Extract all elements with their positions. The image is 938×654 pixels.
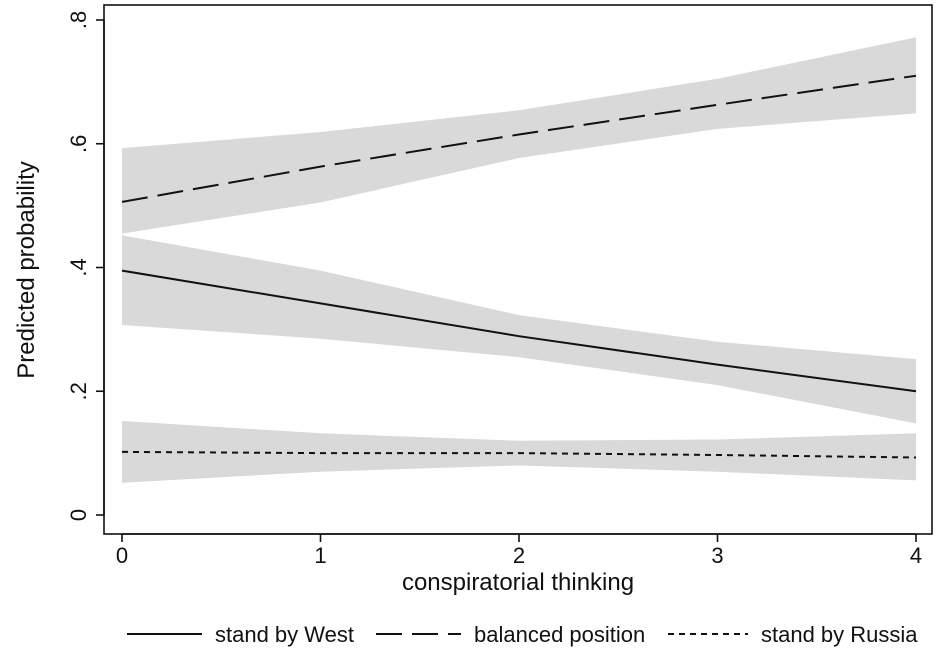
legend-item-0: stand by West xyxy=(127,622,354,647)
series-line-0 xyxy=(121,269,917,393)
x-tick-label: 1 xyxy=(314,543,326,568)
y-tick-label: .2 xyxy=(66,382,91,400)
x-tick-label: 4 xyxy=(910,543,922,568)
confidence-bands xyxy=(122,37,916,483)
confidence-band-0 xyxy=(122,235,916,424)
x-tick-label: 3 xyxy=(711,543,723,568)
legend-item-1: balanced position xyxy=(376,622,645,647)
y-tick-label: 0 xyxy=(66,509,91,521)
legend-label-1: balanced position xyxy=(474,622,645,647)
series-line-2 xyxy=(121,450,917,459)
y-tick-label: .4 xyxy=(66,258,91,276)
axes: 0 .2 .4 .6 .8 0 1 2 3 4 xyxy=(66,11,922,568)
series-line-1 xyxy=(121,74,917,203)
legend: stand by West balanced position stand by R… xyxy=(127,622,918,647)
y-axis-title: Predicted probability xyxy=(13,161,40,378)
legend-item-2: stand by Russia xyxy=(668,622,918,647)
confidence-band-2 xyxy=(122,421,916,483)
series-lines xyxy=(121,74,917,459)
legend-label-2: stand by Russia xyxy=(761,622,918,647)
x-tick-label: 0 xyxy=(116,543,128,568)
x-tick-label: 2 xyxy=(513,543,525,568)
y-tick-label: .8 xyxy=(66,11,91,29)
x-axis-title: conspiratorial thinking xyxy=(402,569,634,596)
y-tick-label: .6 xyxy=(66,135,91,153)
legend-label-0: stand by West xyxy=(215,622,354,647)
